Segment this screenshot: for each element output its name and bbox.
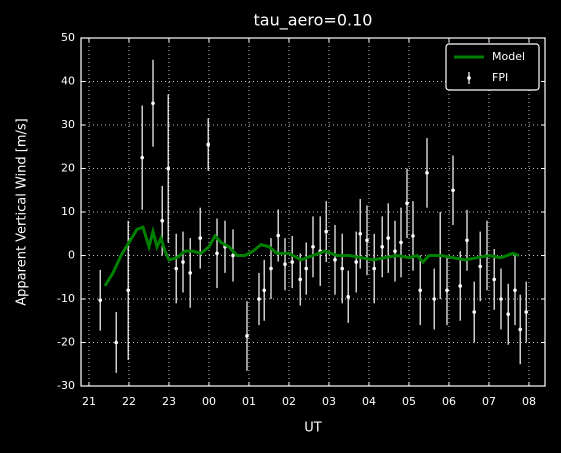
data-point — [365, 238, 369, 243]
data-point — [174, 266, 178, 271]
data-point — [458, 284, 463, 288]
data-point — [492, 277, 497, 282]
legend-swatch — [467, 76, 471, 80]
y-axis-label: Apparent Vertical Wind [m/s] — [15, 118, 30, 305]
x-tick-label: 06 — [442, 395, 456, 408]
data-point — [151, 101, 155, 106]
y-tick-label: 50 — [61, 31, 75, 44]
x-tick-label: 03 — [322, 395, 336, 408]
data-point — [269, 266, 273, 271]
x-tick-label: 04 — [362, 395, 376, 408]
data-point — [411, 234, 415, 238]
x-axis-label: UT — [304, 421, 322, 436]
data-point — [432, 297, 437, 301]
data-point — [126, 288, 130, 293]
plot-frame — [80, 37, 546, 387]
data-point — [140, 155, 144, 160]
data-point — [499, 297, 503, 301]
x-tick-label: 23 — [162, 395, 176, 408]
data-point — [513, 288, 517, 293]
data-point — [290, 260, 295, 264]
data-point — [386, 236, 391, 240]
data-point — [372, 266, 377, 271]
data-point — [418, 288, 423, 293]
data-point — [451, 188, 455, 193]
data-point — [405, 201, 409, 206]
data-point — [181, 260, 185, 264]
data-point — [114, 340, 118, 345]
y-tick-label: 10 — [61, 205, 75, 218]
y-tick-label: -30 — [57, 379, 75, 392]
model-line — [103, 225, 520, 287]
data-point — [380, 245, 385, 249]
data-point — [206, 142, 210, 147]
data-point — [518, 327, 522, 332]
data-point — [304, 266, 309, 271]
data-point — [160, 218, 164, 223]
data-point — [524, 310, 528, 314]
legend-label: FPI — [492, 71, 508, 84]
x-tick-label: 21 — [82, 395, 96, 408]
x-tick-label: 05 — [402, 395, 416, 408]
data-point — [283, 262, 287, 267]
y-tick-label: -10 — [57, 292, 75, 305]
x-tick-label: 01 — [242, 395, 256, 408]
data-point — [98, 298, 102, 303]
data-point — [166, 166, 170, 171]
x-tick-label: 07 — [482, 395, 496, 408]
data-point — [346, 295, 351, 299]
x-tick-label: 08 — [522, 395, 536, 408]
data-point — [425, 171, 429, 175]
data-point — [506, 312, 511, 317]
chart-title: tau_aero=0.10 — [254, 11, 373, 31]
x-tick-label: 22 — [122, 395, 136, 408]
data-point — [472, 310, 477, 314]
data-point — [262, 288, 267, 293]
data-point — [231, 253, 235, 258]
y-tick-label: -20 — [57, 336, 75, 349]
data-point — [354, 260, 359, 264]
data-point — [311, 245, 315, 249]
data-point — [465, 238, 469, 243]
data-point — [215, 251, 219, 256]
x-tick-label: 02 — [282, 395, 296, 408]
y-tick-label: 30 — [61, 118, 75, 131]
data-point — [445, 288, 449, 293]
y-tick-label: 0 — [68, 249, 75, 262]
y-tick-label: 20 — [61, 162, 75, 175]
data-point — [188, 271, 192, 275]
data-point — [245, 334, 249, 338]
data-point — [198, 236, 202, 240]
data-point — [340, 266, 345, 271]
data-point — [324, 229, 329, 234]
data-point — [358, 231, 363, 236]
data-point — [333, 258, 337, 262]
legend-label: Model — [492, 50, 525, 63]
data-point — [257, 297, 261, 301]
data-point — [276, 233, 281, 238]
x-tick-label: 00 — [202, 395, 216, 408]
y-tick-label: 40 — [61, 75, 75, 88]
data-point — [298, 277, 303, 282]
data-point — [478, 264, 483, 269]
data-point — [393, 249, 397, 253]
data-point — [399, 240, 403, 245]
